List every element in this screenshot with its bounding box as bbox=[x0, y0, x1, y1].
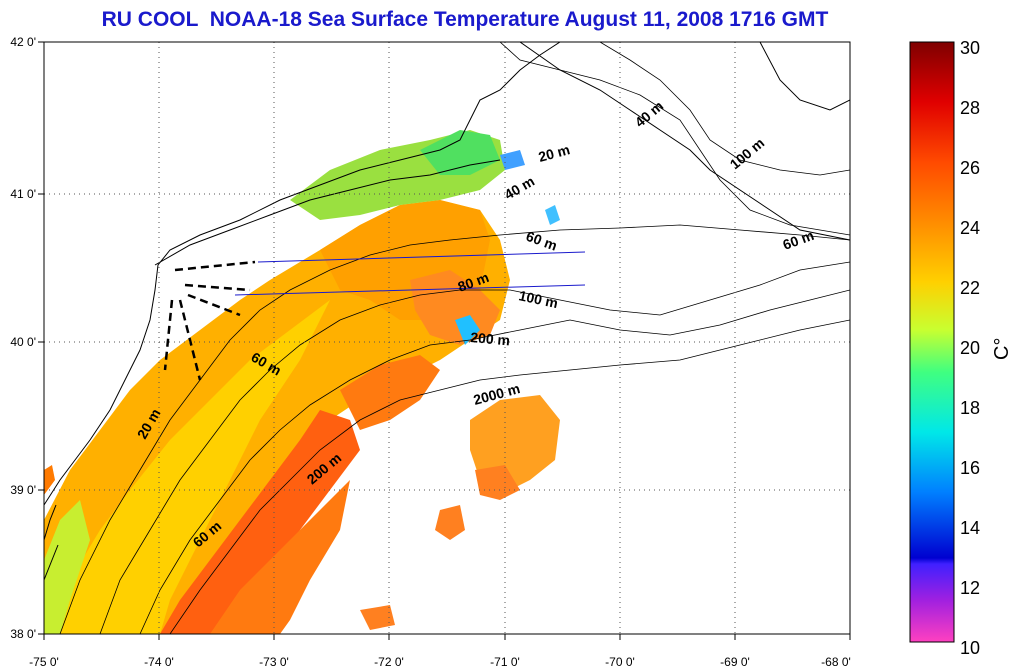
colorbar-tick: 28 bbox=[960, 98, 980, 118]
depth-label: 60 m bbox=[524, 228, 559, 254]
lat-tick: 39 0' bbox=[10, 483, 36, 497]
colorbar-tick: 30 bbox=[960, 38, 980, 58]
lon-tick: -74 0' bbox=[144, 655, 174, 669]
colorbar-tick: 12 bbox=[960, 578, 980, 598]
lon-tick: -70 0' bbox=[605, 655, 635, 669]
colorbar-gradient bbox=[909, 41, 955, 643]
coastline bbox=[44, 42, 850, 581]
depth-label: 40 m bbox=[502, 173, 538, 203]
lat-tick: 38 0' bbox=[10, 627, 36, 641]
sst-field bbox=[44, 130, 560, 634]
colorbar-tick: 14 bbox=[960, 518, 980, 538]
lon-tick: -73 0' bbox=[259, 655, 289, 669]
bathymetry-contours bbox=[59, 42, 850, 634]
lon-tick: -71 0' bbox=[490, 655, 520, 669]
depth-label: 100 m bbox=[517, 287, 559, 311]
graticule bbox=[44, 42, 850, 634]
lat-tick: 42 0' bbox=[10, 35, 36, 49]
lon-tick: -75 0' bbox=[29, 655, 59, 669]
dashed-lines bbox=[163, 260, 256, 381]
colorbar-tick: 26 bbox=[960, 158, 980, 178]
colorbar-tick: 22 bbox=[960, 278, 980, 298]
lon-tick: -68 0' bbox=[821, 655, 851, 669]
colorbar-tick: 24 bbox=[960, 218, 980, 238]
map-frame bbox=[43, 41, 851, 635]
tick-marks bbox=[38, 41, 851, 640]
depth-label: 20 m bbox=[537, 141, 572, 165]
colorbar-tick: 16 bbox=[960, 458, 980, 478]
colorbar-unit: C° bbox=[991, 338, 1013, 360]
longitude-labels: -75 0' -74 0' -73 0' -72 0' -71 0' -70 0… bbox=[29, 655, 851, 669]
map-title: RU COOL NOAA-18 Sea Surface Temperature … bbox=[101, 8, 829, 31]
colorbar-tick: 18 bbox=[960, 398, 980, 418]
colorbar-tick: 10 bbox=[960, 638, 980, 658]
colorbar-tick: 20 bbox=[960, 338, 980, 358]
lat-tick: 40 0' bbox=[10, 335, 36, 349]
lon-tick: -72 0' bbox=[374, 655, 404, 669]
depth-label: 200 m bbox=[470, 329, 511, 348]
lat-tick: 41 0' bbox=[10, 187, 36, 201]
depth-label: 40 m bbox=[632, 98, 667, 131]
lon-tick: -69 0' bbox=[720, 655, 750, 669]
depth-label: 100 m bbox=[727, 135, 768, 173]
colorbar: 30 28 26 24 22 20 18 16 14 12 10 C° bbox=[909, 38, 1013, 658]
transect-lines bbox=[234, 251, 586, 296]
latitude-labels: 42 0' 41 0' 40 0' 39 0' 38 0' bbox=[10, 35, 36, 641]
depth-label: 60 m bbox=[781, 227, 816, 253]
